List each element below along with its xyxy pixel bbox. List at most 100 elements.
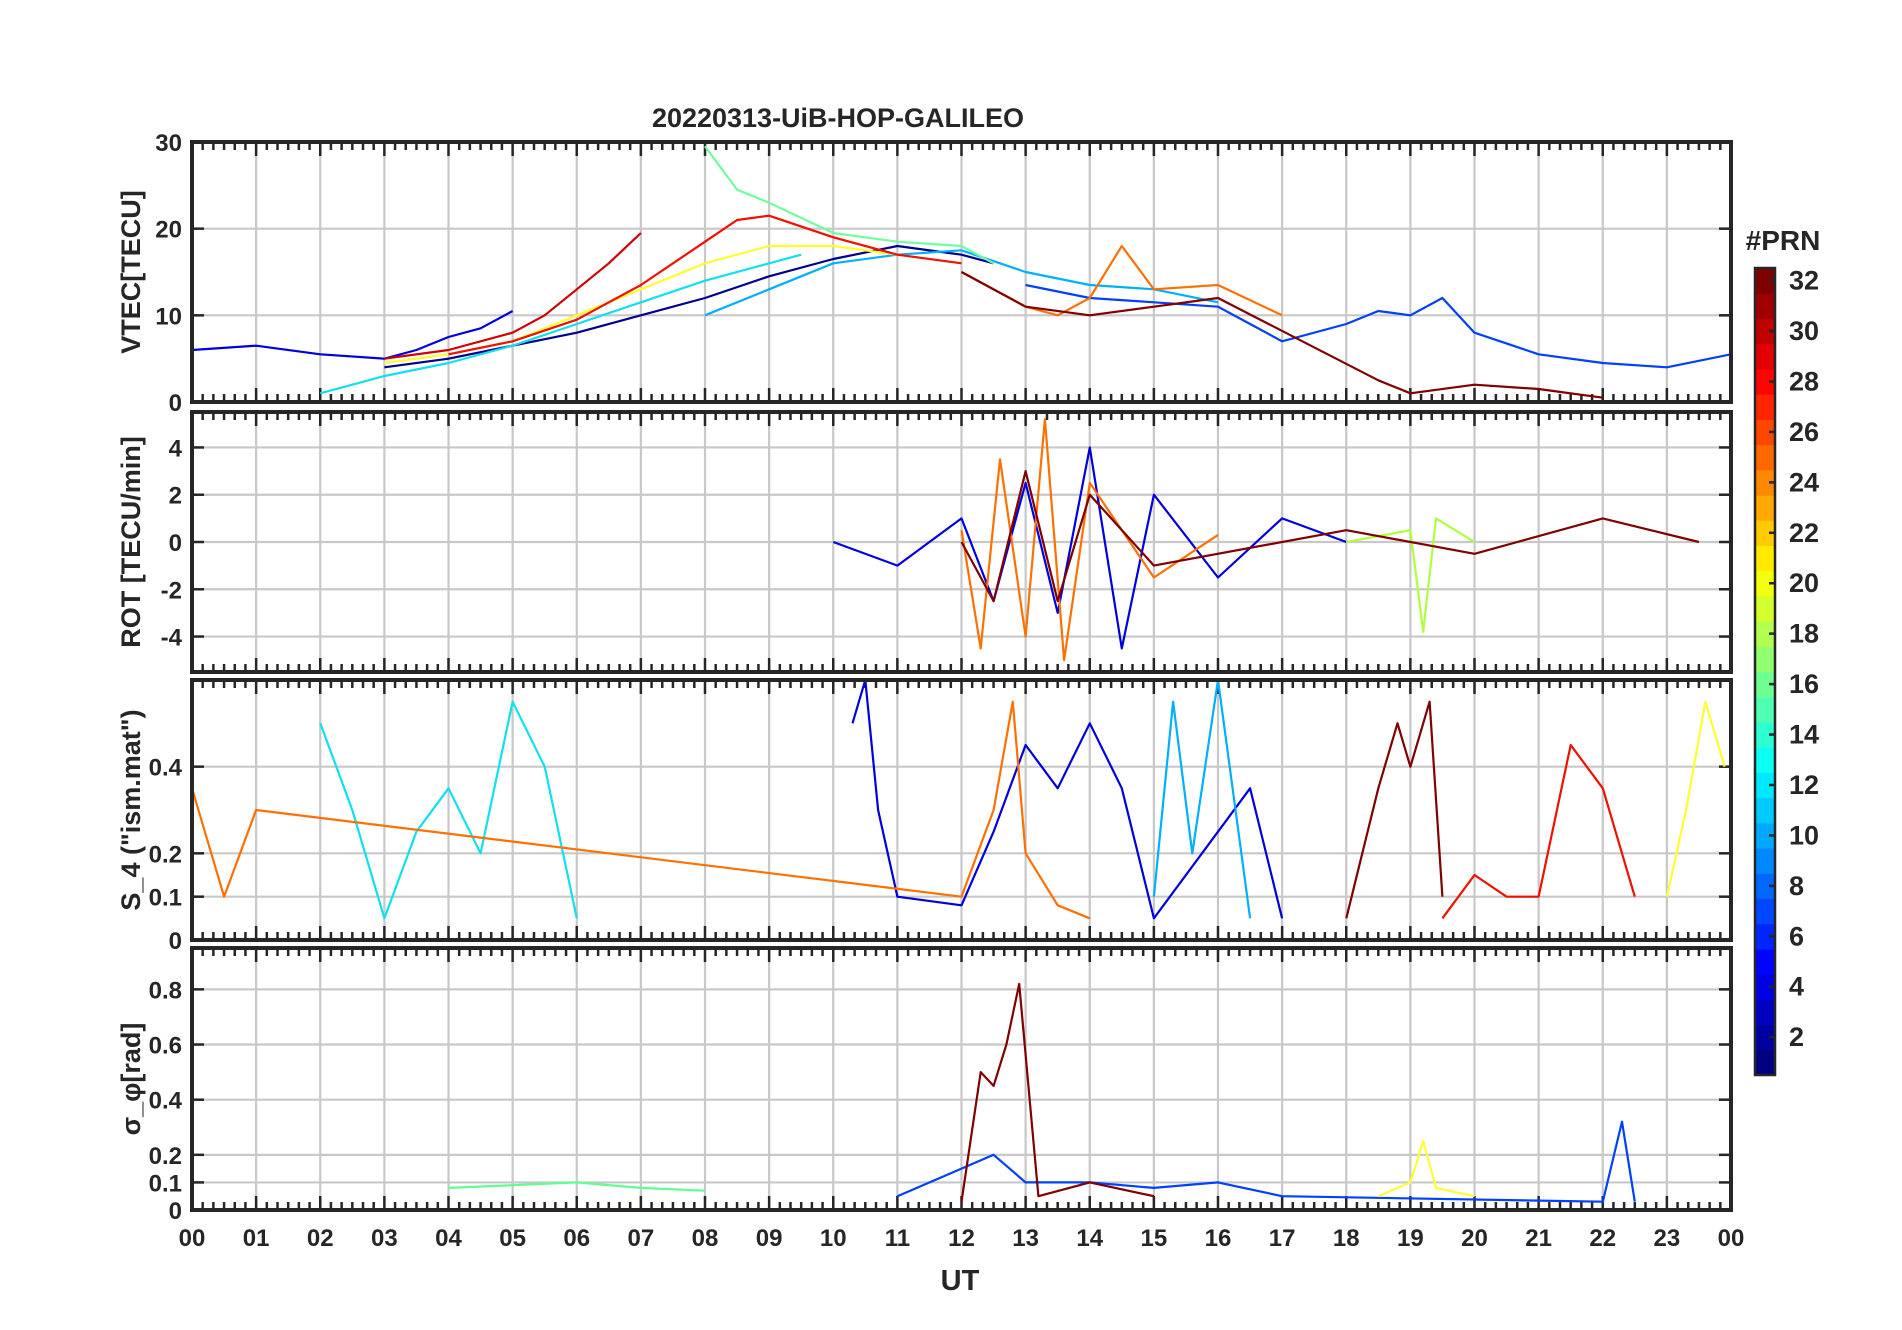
colorbar-segment <box>1755 621 1775 647</box>
y-tick-label: 0.2 <box>149 841 182 868</box>
y-axis-label-sigma_phi: σ_φ[rad] <box>116 1023 146 1136</box>
colorbar-segment <box>1755 293 1775 320</box>
x-tick-label: 20 <box>1461 1225 1488 1252</box>
y-tick-label: 0.1 <box>149 885 182 912</box>
y-tick-label: 0 <box>169 928 182 955</box>
colorbar-segment <box>1755 646 1775 673</box>
colorbar-segment <box>1755 570 1775 597</box>
series-line-vtec-2 <box>1025 283 1731 369</box>
panel-vtec: 0 10 20 30 VTEC[TECU] <box>116 130 1733 417</box>
x-tick-label: 23 <box>1654 1225 1681 1252</box>
colorbar-segment <box>1755 873 1775 900</box>
x-tick-label: 04 <box>435 1225 462 1252</box>
colorbar-segment <box>1755 343 1775 370</box>
x-tick-label: 12 <box>948 1225 975 1252</box>
series-line-vtec-9 <box>384 232 642 360</box>
x-tick-label: 07 <box>628 1225 655 1252</box>
y-tick-label: 4 <box>169 435 183 462</box>
colorbar-tick-label: 32 <box>1789 266 1819 296</box>
y-tick-label: 2 <box>169 483 182 510</box>
colorbar-tick-label: 16 <box>1789 669 1819 699</box>
x-tick-label: 03 <box>371 1225 398 1252</box>
y-tick-label: 0 <box>169 530 182 557</box>
x-tick-label: 22 <box>1589 1225 1616 1252</box>
series-line-vtec-4 <box>320 253 802 395</box>
y-tick-label: 0.1 <box>149 1170 182 1197</box>
x-tick-label: 00 <box>1718 1225 1745 1252</box>
panel-s4: 0 0.1 0.2 0.4S_4 ("ism.mat") <box>116 678 1733 955</box>
x-tick-label: 19 <box>1397 1225 1424 1252</box>
y-tick-label: 0 <box>169 1198 182 1225</box>
x-tick-label: 18 <box>1333 1225 1360 1252</box>
y-tick-label: 0.6 <box>149 1033 182 1060</box>
colorbar-tick-label: 6 <box>1789 921 1804 951</box>
series-line-s4-2 <box>319 700 578 920</box>
series-line-s4-0 <box>851 680 1284 920</box>
x-tick-label: 14 <box>1076 1225 1103 1252</box>
colorbar-segment <box>1755 822 1775 849</box>
colorbar-segment <box>1755 696 1775 723</box>
y-tick-label: 0.8 <box>149 977 182 1004</box>
axes-frame <box>190 140 1733 404</box>
series-line-s4-6 <box>1345 700 1444 919</box>
series-line-rot-1 <box>1346 517 1476 633</box>
colorbar-segment <box>1755 419 1775 446</box>
colorbar-segment <box>1755 520 1775 547</box>
series-line-vtec-10 <box>960 271 1603 399</box>
series-line-vtec-3 <box>704 249 1219 317</box>
colorbar-tick-label: 24 <box>1789 467 1819 497</box>
figure-title: 20220313-UiB-HOP-GALILEO <box>652 103 1024 133</box>
colorbar-segment <box>1755 999 1775 1026</box>
colorbar-tick-label: 28 <box>1789 366 1819 396</box>
colorbar-tick-label: 12 <box>1789 770 1819 800</box>
colorbar-segment <box>1755 797 1775 824</box>
x-tick-label: 17 <box>1269 1225 1296 1252</box>
colorbar-segment <box>1755 747 1775 773</box>
series-line-s4-4 <box>192 700 1091 920</box>
series-line-s4-1 <box>1152 680 1252 919</box>
colorbar-segment <box>1755 494 1775 521</box>
series-line-vtec-5 <box>704 145 995 265</box>
colorbar-segment <box>1755 898 1775 925</box>
x-tick-label: 11 <box>885 1225 910 1252</box>
axes-frame <box>190 678 1733 942</box>
y-tick-label: 0.2 <box>149 1143 182 1170</box>
axes-frame <box>190 946 1733 1212</box>
x-axis-label: UT <box>941 1265 980 1297</box>
colorbar-segment <box>1755 318 1775 345</box>
colorbar-tick-label: 10 <box>1789 820 1819 850</box>
colorbar-label: #PRN <box>1746 225 1821 256</box>
x-tick-label: 09 <box>756 1225 783 1252</box>
colorbar-segment <box>1755 545 1775 572</box>
colorbar-segment <box>1755 923 1775 950</box>
panel-sigma_phi: 00.10.2 0.4 0.6 0.8σ_φ[rad] 00 01 02 03 04 05 06 07… <box>116 946 1745 1252</box>
x-tick-label: 15 <box>1141 1225 1168 1252</box>
colorbar-segment <box>1755 469 1775 496</box>
colorbar-tick-label: 26 <box>1789 417 1819 447</box>
y-tick-label: 10 <box>155 303 182 330</box>
colorbar-segment <box>1755 268 1775 294</box>
series-line-sigma_phi-3 <box>960 982 1155 1202</box>
colorbar-frame <box>1753 266 1777 1077</box>
colorbar-tick-label: 18 <box>1789 619 1819 649</box>
x-tick-label: 06 <box>563 1225 590 1252</box>
colorbar-segment <box>1755 368 1775 395</box>
colorbar-tick-label: 30 <box>1789 316 1819 346</box>
colorbar-tick-label: 8 <box>1789 871 1804 901</box>
series-line-vtec-8 <box>448 214 962 356</box>
colorbar-segment <box>1755 848 1775 874</box>
x-tick-label: 05 <box>499 1225 526 1252</box>
y-tick-label: 20 <box>155 217 182 244</box>
colorbar-segment <box>1755 1024 1775 1051</box>
colorbar-tick-label: 20 <box>1789 568 1819 598</box>
series-line-rot-2 <box>960 418 1219 662</box>
y-tick-label: 0.4 <box>149 1088 183 1115</box>
colorbar-segment <box>1755 772 1775 799</box>
colorbar-segment <box>1755 948 1775 975</box>
x-tick-label: 13 <box>1012 1225 1039 1252</box>
colorbar-segment <box>1755 394 1775 420</box>
colorbar-segment <box>1755 444 1775 471</box>
x-tick-label: 10 <box>820 1225 847 1252</box>
